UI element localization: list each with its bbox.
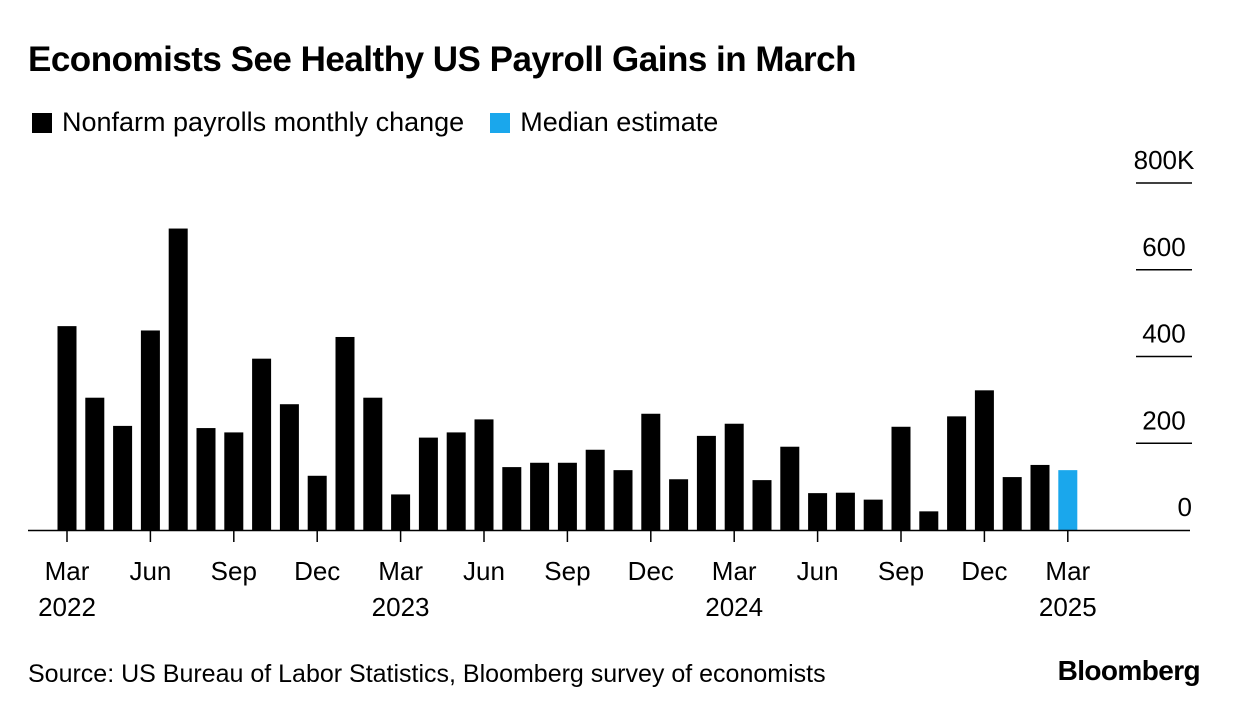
x-tick-label: Sep xyxy=(544,556,590,586)
x-tick-year-label: 2024 xyxy=(705,592,763,622)
legend-swatch-estimate xyxy=(490,112,511,133)
payroll-bar xyxy=(474,419,494,530)
payroll-bar xyxy=(1030,464,1050,530)
payroll-bar xyxy=(641,413,661,530)
payroll-bar xyxy=(224,432,244,530)
payroll-bar xyxy=(780,446,800,530)
payroll-bar xyxy=(808,493,828,530)
source-note: Source: US Bureau of Labor Statistics, B… xyxy=(28,660,826,688)
x-tick-label: Dec xyxy=(961,556,1007,586)
payroll-bar xyxy=(391,494,411,530)
y-tick-label: 600 xyxy=(1142,232,1185,262)
payroll-bar xyxy=(891,426,911,530)
estimate-bar xyxy=(1058,470,1078,530)
x-tick-year-label: 2025 xyxy=(1039,592,1097,622)
legend-swatch-payrolls xyxy=(32,112,52,133)
x-tick-year-label: 2023 xyxy=(372,592,430,622)
x-tick-label: Dec xyxy=(294,556,340,586)
legend-label-payrolls: Nonfarm payrolls monthly change xyxy=(62,107,465,137)
bloomberg-logo: Bloomberg xyxy=(1057,655,1201,686)
x-tick-label: Mar xyxy=(1045,556,1090,586)
payroll-bar xyxy=(113,425,133,530)
payroll-bar xyxy=(502,467,522,530)
payroll-bar xyxy=(252,358,272,530)
legend-item-estimate: Median estimate xyxy=(490,107,718,138)
payroll-bar xyxy=(363,397,383,530)
legend-item-payrolls: Nonfarm payrolls monthly change xyxy=(32,107,464,138)
payroll-bar xyxy=(307,475,327,530)
payroll-bar xyxy=(835,492,855,530)
y-tick-label: 0 xyxy=(1178,492,1192,522)
payroll-bar xyxy=(1002,477,1022,530)
payroll-bar xyxy=(57,326,77,530)
payroll-bar xyxy=(196,428,216,530)
chart-title: Economists See Healthy US Payroll Gains … xyxy=(28,40,856,79)
x-tick-label: Mar xyxy=(45,556,90,586)
payroll-bar xyxy=(724,423,744,530)
x-tick-label: Sep xyxy=(211,556,257,586)
payroll-bar xyxy=(863,499,883,530)
y-tick-label: 400 xyxy=(1142,319,1185,349)
x-tick-label: Jun xyxy=(797,556,839,586)
payroll-bar xyxy=(947,416,967,530)
payroll-bar xyxy=(168,228,188,530)
payroll-bar xyxy=(140,330,160,530)
x-tick-label: Dec xyxy=(628,556,674,586)
legend-label-estimate: Median estimate xyxy=(520,107,719,137)
payroll-bar xyxy=(530,462,550,530)
y-tick-label: 800K xyxy=(1134,145,1195,175)
payroll-bar xyxy=(279,404,299,530)
x-tick-label: Mar xyxy=(378,556,423,586)
x-tick-label: Jun xyxy=(463,556,505,586)
payroll-bar xyxy=(585,449,605,530)
payroll-bar xyxy=(752,480,772,530)
payroll-bar xyxy=(613,470,633,530)
payroll-bar xyxy=(669,479,689,530)
legend: Nonfarm payrolls monthly change Median e… xyxy=(32,107,744,138)
y-tick-label: 200 xyxy=(1142,405,1185,435)
x-tick-label: Sep xyxy=(878,556,924,586)
payroll-bar xyxy=(919,511,939,530)
payroll-bar xyxy=(557,462,577,530)
payroll-bar xyxy=(974,390,994,530)
payroll-bar xyxy=(418,437,438,530)
payroll-bar xyxy=(85,397,105,530)
payroll-bar xyxy=(446,432,466,530)
x-tick-year-label: 2022 xyxy=(38,592,96,622)
payroll-bar xyxy=(696,435,716,530)
payroll-bar xyxy=(335,336,355,530)
x-tick-label: Jun xyxy=(129,556,171,586)
x-tick-label: Mar xyxy=(712,556,757,586)
